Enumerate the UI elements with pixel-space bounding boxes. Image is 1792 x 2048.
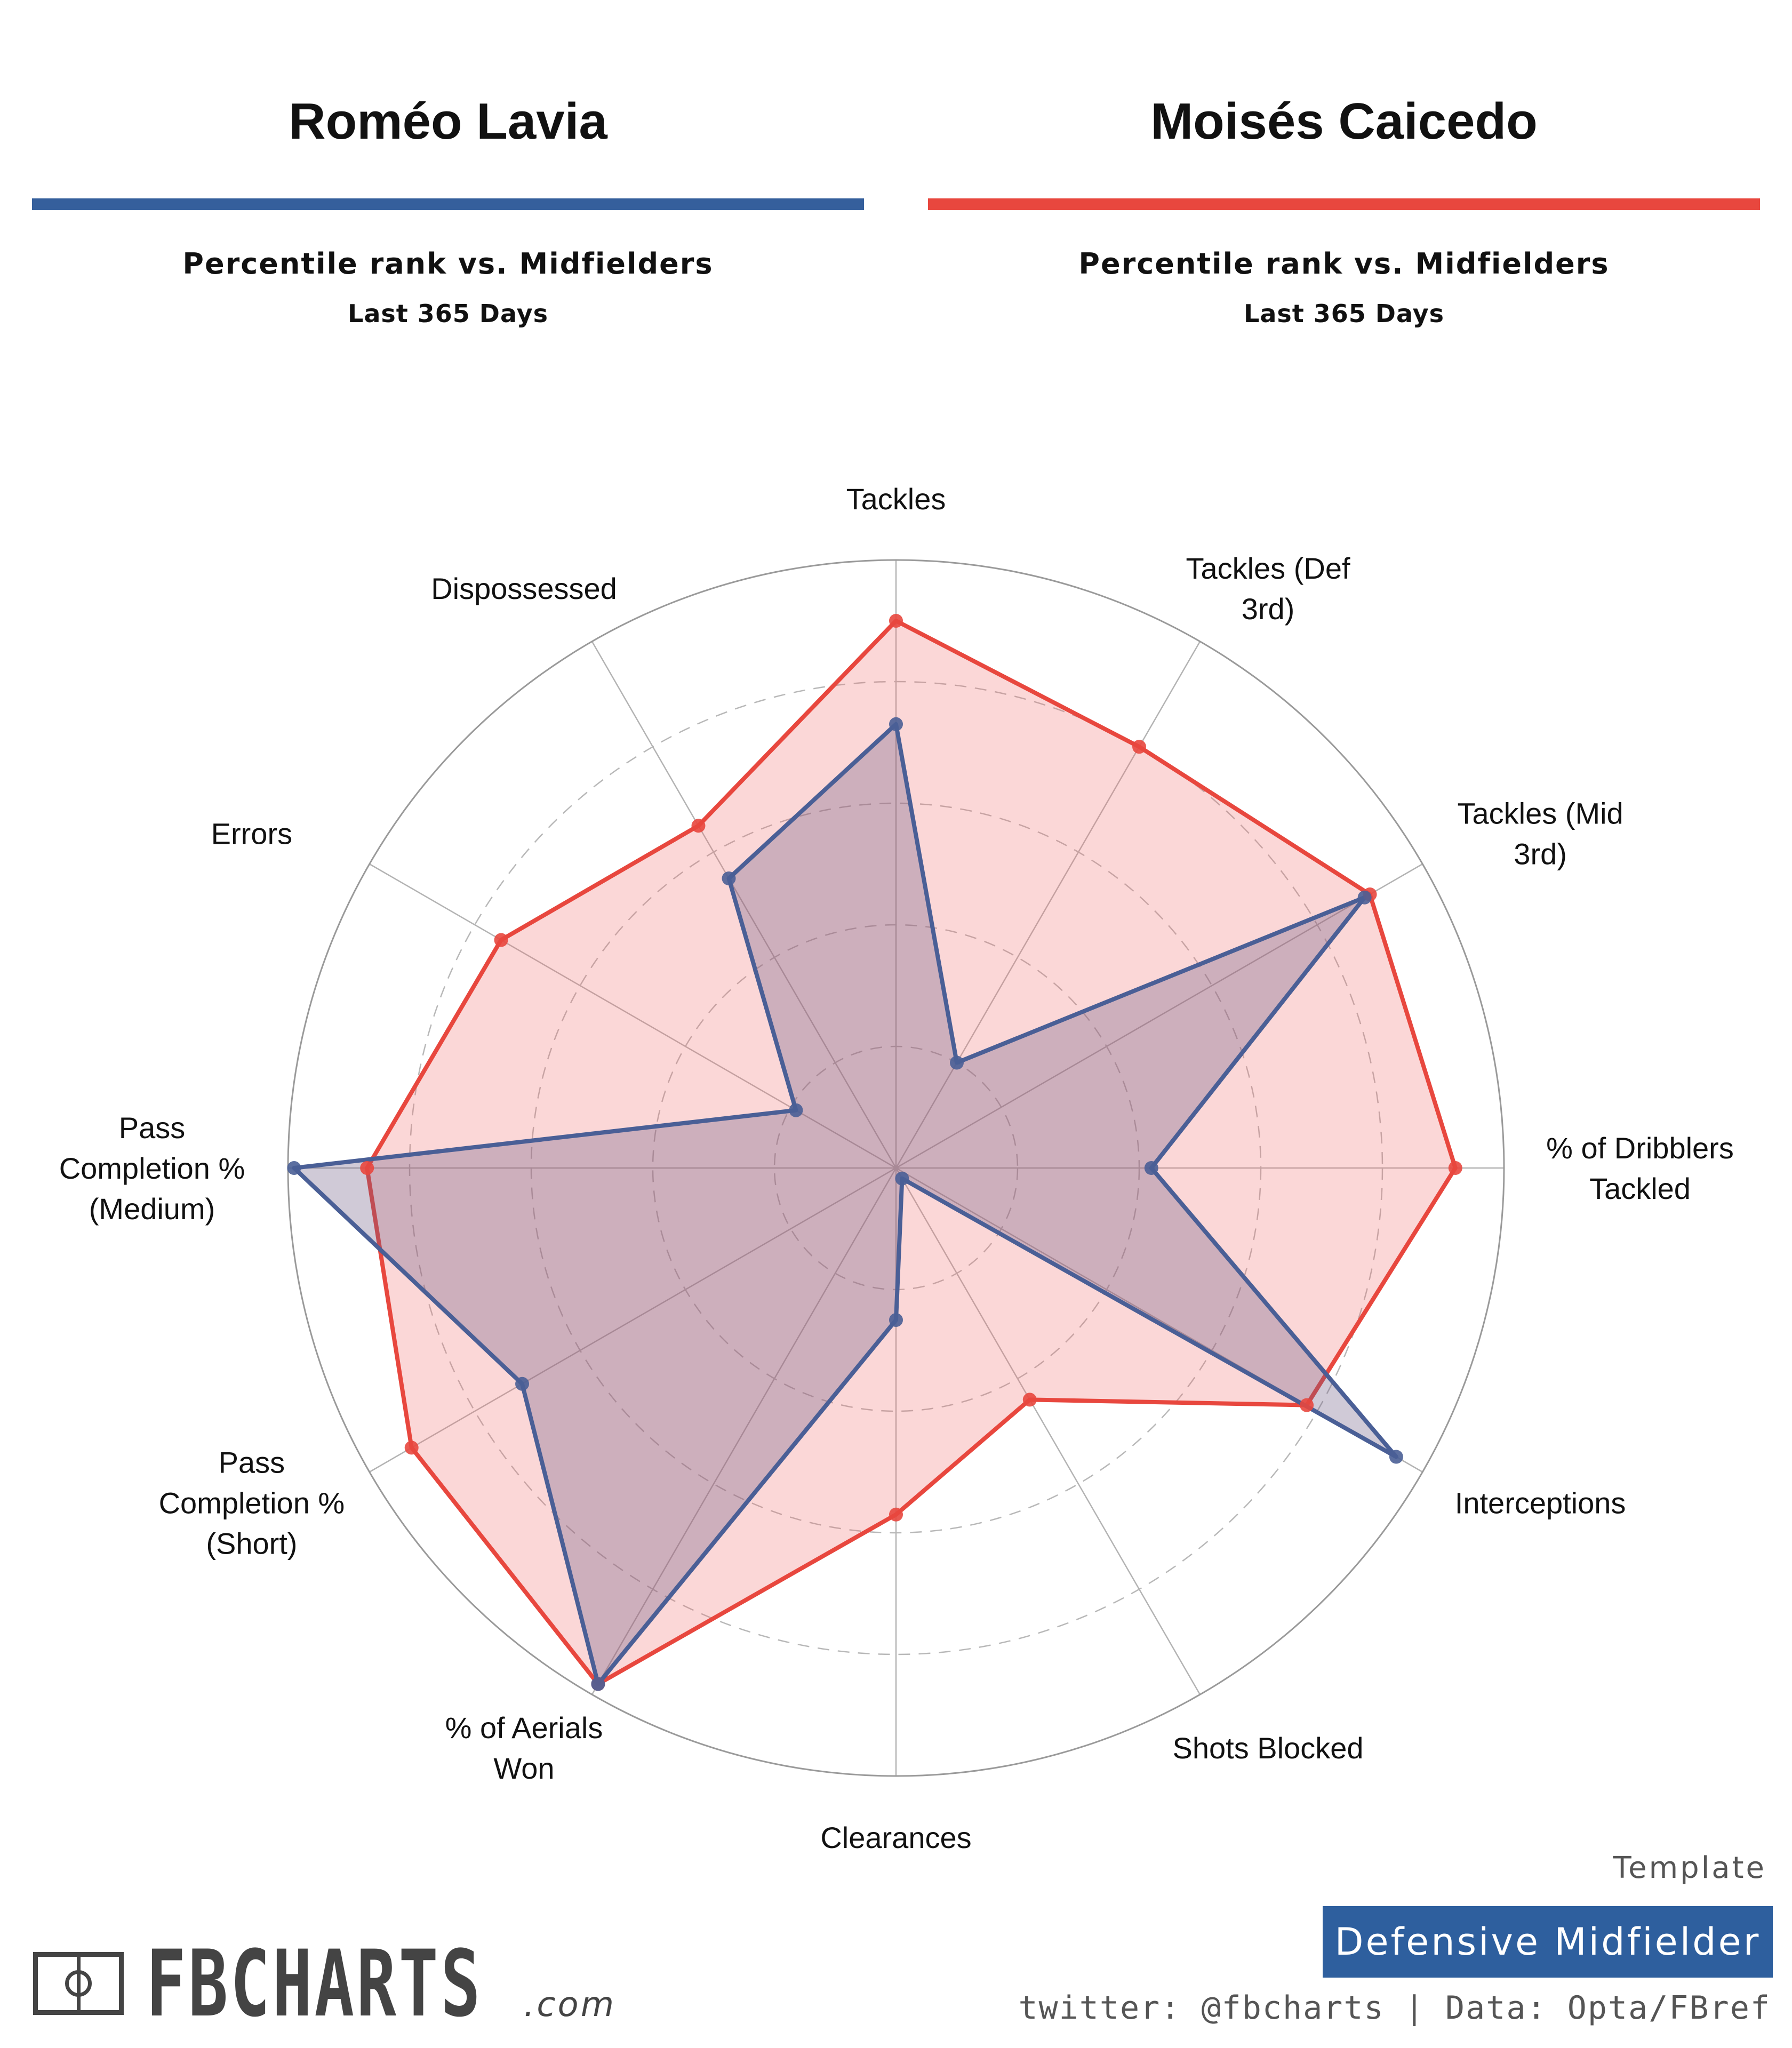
data-point (895, 1171, 909, 1186)
player-header-right: Moisés Caicedo Percentile rank vs. Midfi… (928, 0, 1760, 330)
spoke-line (895, 641, 1201, 1169)
axis-label: Errors (211, 817, 292, 851)
axis-label: % of Dribblers Tackled (1546, 1131, 1734, 1205)
data-point (1144, 1161, 1158, 1175)
template-value: Defensive Midfielder (1323, 1906, 1773, 1978)
period-label: Last 365 Days (1244, 299, 1444, 328)
player-name: Moisés Caicedo (1150, 93, 1538, 150)
axis-label: Tackles (846, 482, 946, 516)
axis-label: Dispossessed (431, 572, 617, 605)
data-point (691, 819, 706, 833)
logo-domain: .com (524, 1985, 617, 2025)
grid-circle (409, 681, 1383, 1655)
spoke-line (591, 1167, 897, 1695)
subtitle: Percentile rank vs. Midfielders (182, 247, 714, 281)
data-point (889, 1507, 903, 1522)
axis-label: Pass Completion % (Short) (159, 1446, 345, 1561)
data-point (1389, 1450, 1403, 1464)
axis-label: Interceptions (1455, 1486, 1626, 1520)
data-point (494, 933, 508, 947)
spoke-line (369, 863, 897, 1169)
data-point (591, 1677, 605, 1691)
data-point (1357, 890, 1372, 905)
player-color-bar (32, 198, 864, 210)
axis-label: Tackles (Def 3rd) (1186, 551, 1350, 626)
spoke-line (591, 641, 897, 1169)
data-point (1132, 740, 1146, 754)
data-point (789, 1103, 803, 1117)
logo-text: FBCHARTS (146, 1930, 483, 2037)
player-header-left: Roméo Lavia Percentile rank vs. Midfield… (32, 0, 864, 330)
data-point (1022, 1393, 1037, 1407)
grid-circle (530, 802, 1262, 1534)
subtitle: Percentile rank vs. Midfielders (1078, 247, 1610, 281)
player-color-bar (928, 198, 1760, 210)
spoke-line (895, 1167, 1201, 1695)
credit-text: twitter: @fbcharts | Data: Opta/FBref (1018, 1989, 1771, 2027)
data-point (889, 717, 903, 731)
spoke-line (895, 863, 1423, 1169)
data-point (889, 1313, 903, 1327)
period-label: Last 365 Days (348, 299, 548, 328)
spoke-line (369, 1167, 897, 1473)
data-point (1448, 1161, 1462, 1175)
data-point (360, 1161, 374, 1175)
data-point (722, 871, 736, 886)
data-point (287, 1161, 301, 1175)
axis-label: Pass Completion % (Medium) (59, 1111, 245, 1226)
pitch-icon (33, 1952, 124, 2015)
grid-circle (652, 924, 1140, 1412)
player-name: Roméo Lavia (289, 93, 607, 150)
axis-label: Tackles (Mid 3rd) (1458, 797, 1623, 871)
axis-label: % of Aerials Won (445, 1711, 603, 1785)
data-point (515, 1377, 530, 1391)
data-point (404, 1441, 419, 1455)
data-point (950, 1055, 964, 1070)
template-label: Template (1613, 1851, 1766, 1885)
data-point (1300, 1398, 1314, 1412)
axis-label: Shots Blocked (1173, 1731, 1364, 1765)
axis-label: Clearances (820, 1821, 971, 1854)
data-point (889, 614, 903, 628)
